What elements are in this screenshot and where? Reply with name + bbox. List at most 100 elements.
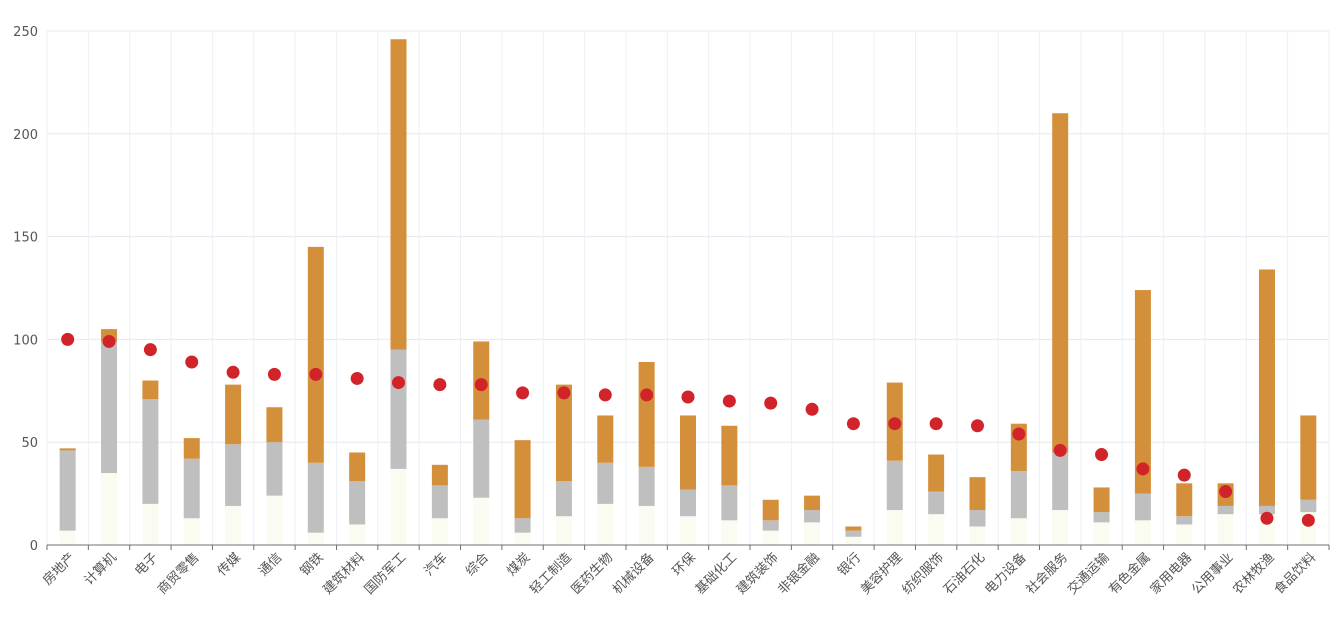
marker-series: [61, 332, 1315, 527]
bar-5-series-2: [266, 407, 283, 443]
bar-8-series-2: [390, 39, 407, 350]
bar-21-series-1: [928, 491, 945, 515]
marker-17: [764, 396, 778, 410]
x-tick-label-14: 机械设备: [609, 550, 657, 598]
bar-28-series-0: [1217, 514, 1234, 545]
bar-20-series-1: [886, 460, 903, 511]
x-tick-label-22: 石油石化: [941, 550, 988, 597]
bar-21-series-0: [928, 514, 945, 545]
bar-8-series-0: [390, 468, 407, 545]
marker-26: [1136, 462, 1150, 476]
bar-4-series-1: [225, 444, 242, 506]
bar-17-series-1: [762, 520, 779, 531]
marker-16: [722, 394, 736, 408]
bar-24-series-1: [1052, 452, 1069, 511]
marker-30: [1301, 513, 1315, 527]
bar-21-series-2: [928, 454, 945, 492]
marker-4: [226, 365, 240, 379]
marker-13: [598, 388, 612, 402]
marker-25: [1095, 448, 1109, 462]
x-tick-label-5: 通信: [256, 550, 285, 579]
x-tick-label-7: 建筑材料: [320, 550, 368, 598]
x-tick-label-19: 银行: [835, 550, 864, 579]
marker-0: [61, 332, 75, 346]
bar-14-series-1: [638, 466, 655, 506]
bar-10-series-0: [473, 497, 490, 545]
bar-series: [59, 39, 1317, 545]
bar-22-series-0: [969, 526, 986, 545]
x-tick-label-1: 计算机: [82, 550, 120, 588]
bar-26-series-2: [1134, 290, 1151, 494]
bar-12-series-0: [555, 516, 572, 545]
bar-17-series-0: [762, 530, 779, 545]
bar-17-series-2: [762, 499, 779, 521]
marker-9: [433, 378, 447, 392]
bar-19-series-1: [845, 530, 862, 537]
marker-22: [970, 419, 984, 433]
bar-25-series-2: [1093, 487, 1110, 513]
bar-10-series-1: [473, 419, 490, 498]
x-tick-label-3: 商贸零售: [154, 550, 202, 598]
x-tick-label-21: 纺织服饰: [900, 550, 947, 597]
bar-2-series-0: [142, 503, 159, 545]
y-tick-label-4: 200: [13, 128, 38, 143]
bar-19-series-0: [845, 536, 862, 545]
marker-15: [681, 390, 695, 404]
marker-2: [143, 343, 157, 357]
bar-6-series-2: [307, 246, 324, 463]
bar-15-series-2: [680, 415, 696, 490]
x-tick-label-6: 钢铁: [298, 550, 327, 579]
grid-lines: [46, 30, 1330, 545]
marker-28: [1219, 485, 1233, 499]
bar-29-series-2: [1258, 269, 1275, 506]
y-tick-label-1: 50: [21, 436, 38, 451]
x-tick-label-9: 汽车: [421, 550, 451, 580]
bar-26-series-0: [1134, 520, 1151, 545]
axes: [46, 544, 1330, 550]
bar-3-series-1: [183, 458, 200, 519]
y-tick-label-3: 150: [13, 231, 38, 246]
bar-1-series-0: [101, 473, 118, 545]
x-tick-label-20: 美容护理: [858, 550, 906, 598]
bar-18-series-2: [804, 495, 821, 511]
y-tick-label-5: 250: [13, 25, 38, 40]
bar-18-series-1: [804, 510, 821, 523]
bar-30-series-1: [1300, 499, 1317, 513]
bar-12-series-1: [555, 481, 572, 517]
bar-3-series-2: [183, 438, 200, 459]
bar-26-series-1: [1134, 493, 1151, 521]
marker-21: [929, 417, 943, 431]
x-tick-label-0: 房地产: [40, 550, 79, 589]
marker-18: [805, 402, 819, 416]
bar-0-series-1: [59, 450, 76, 531]
x-tick-label-27: 家用电器: [1147, 550, 1195, 598]
bar-18-series-0: [804, 522, 821, 545]
marker-11: [516, 386, 530, 400]
bar-9-series-0: [431, 518, 448, 545]
x-tick-label-24: 社会服务: [1023, 550, 1071, 598]
bar-16-series-1: [721, 485, 738, 521]
x-tick-label-23: 电力设备: [982, 550, 1030, 598]
y-tick-label-0: 0: [30, 539, 38, 554]
x-tick-label-11: 煤炭: [504, 550, 533, 579]
bar-11-series-1: [514, 518, 531, 533]
bar-5-series-0: [266, 495, 283, 545]
bar-3-series-0: [183, 518, 200, 545]
bar-2-series-1: [142, 399, 159, 504]
bar-30-series-2: [1300, 415, 1317, 500]
x-tick-label-29: 农林牧渔: [1230, 550, 1277, 597]
bar-27-series-2: [1176, 483, 1193, 517]
x-tick-label-28: 公用事业: [1189, 550, 1236, 597]
y-tick-label-2: 100: [13, 333, 38, 348]
bar-28-series-1: [1217, 505, 1234, 515]
bar-4-series-2: [225, 384, 242, 445]
bar-0-series-2: [59, 448, 76, 451]
bar-29-series-1: [1258, 505, 1275, 515]
marker-3: [185, 355, 199, 369]
bar-19-series-2: [845, 526, 862, 531]
bar-2-series-2: [142, 380, 159, 400]
marker-5: [267, 367, 281, 381]
bar-13-series-1: [597, 462, 614, 504]
bar-13-series-0: [597, 503, 614, 545]
